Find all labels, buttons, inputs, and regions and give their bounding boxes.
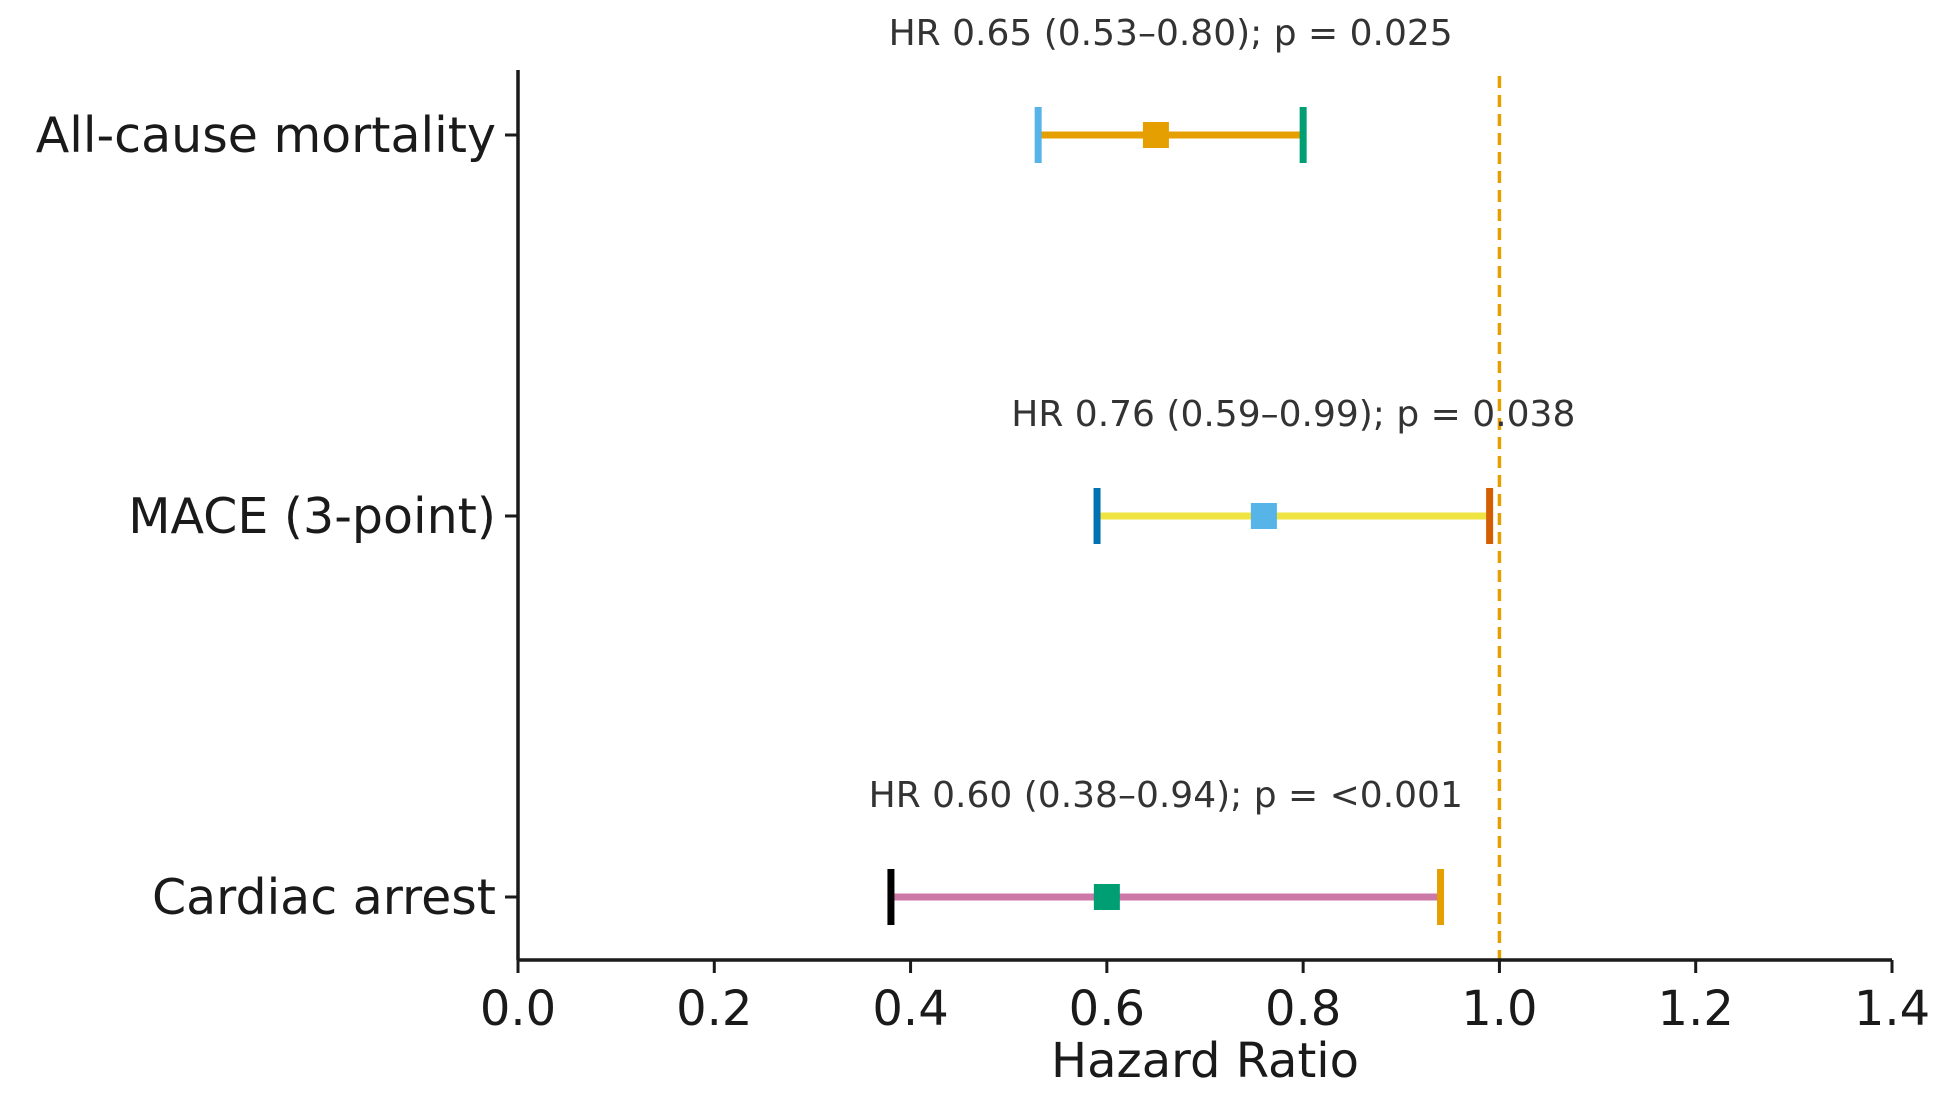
category-label: All-cause mortality <box>36 107 496 164</box>
x-tick-label: 1.0 <box>1461 981 1537 1037</box>
estimate-row: All-cause mortality HR 0.65 (0.53–0.80); … <box>36 13 1453 164</box>
point-estimate-marker <box>1250 503 1277 529</box>
estimate-rows: All-cause mortality HR 0.65 (0.53–0.80); … <box>36 13 1576 926</box>
point-estimate-marker <box>1142 122 1169 148</box>
category-label: Cardiac arrest <box>152 869 496 926</box>
x-tick-label: 0.2 <box>676 981 752 1037</box>
x-tick-label: 1.4 <box>1854 981 1930 1037</box>
estimate-annotation: HR 0.65 (0.53–0.80); p = 0.025 <box>889 13 1453 54</box>
category-label: MACE (3-point) <box>128 488 496 545</box>
point-estimate-marker <box>1093 884 1120 910</box>
estimate-row: MACE (3-point) HR 0.76 (0.59–0.99); p = 0… <box>128 394 1575 545</box>
x-tick-label: 0.8 <box>1265 981 1341 1037</box>
x-axis-title: Hazard Ratio <box>1051 1033 1359 1089</box>
x-tick-label: 0.0 <box>480 981 556 1037</box>
estimate-row: Cardiac arrest HR 0.60 (0.38–0.94); p = <… <box>152 775 1463 926</box>
x-ticks: 0.0 0.2 0.4 0.6 0.8 1.0 1.2 1.4 <box>480 960 1930 1037</box>
x-tick-label: 1.2 <box>1658 981 1734 1037</box>
estimate-annotation: HR 0.76 (0.59–0.99); p = 0.038 <box>1011 394 1575 435</box>
estimate-annotation: HR 0.60 (0.38–0.94); p = <0.001 <box>869 775 1463 816</box>
x-tick-label: 0.6 <box>1069 981 1145 1037</box>
x-tick-label: 0.4 <box>872 981 948 1037</box>
